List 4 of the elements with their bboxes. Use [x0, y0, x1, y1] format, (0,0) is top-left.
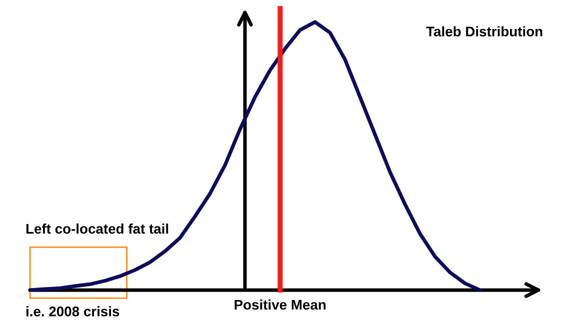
text: Positive Mean [234, 299, 326, 310]
chart-title: Taleb Distribution [426, 26, 542, 36]
text: i.e. 2008 crisis [26, 306, 120, 316]
annotation: Left co-located fat tail [26, 224, 168, 234]
